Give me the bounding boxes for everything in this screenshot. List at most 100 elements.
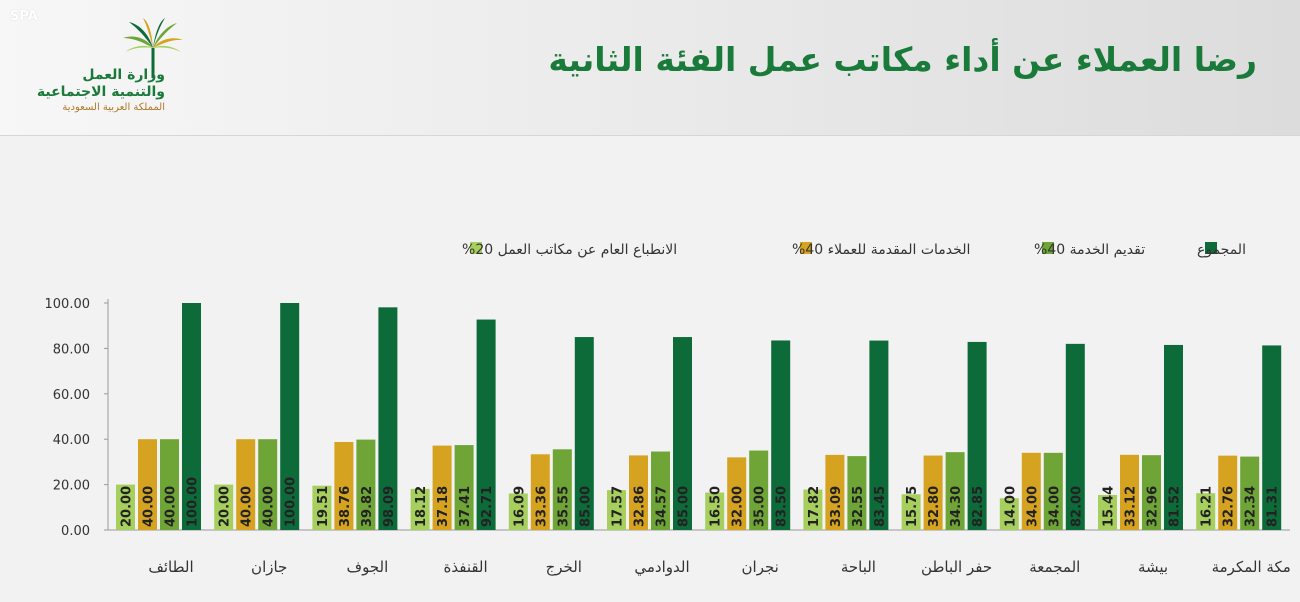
bar-3-5 <box>673 337 692 530</box>
bar-3-9 <box>1065 343 1085 530</box>
bar-value-label-3-5: 85.00 <box>677 486 692 527</box>
bar-value-label-0-6: 16.50 <box>709 486 724 527</box>
bar-value-label-0-4: 16.09 <box>512 486 527 527</box>
bar-value-label-2-9: 34.00 <box>1047 486 1062 527</box>
bar-value-label-2-1: 40.00 <box>262 486 277 527</box>
bar-3-0 <box>182 303 201 530</box>
bar-0-4 <box>508 493 528 530</box>
bar-value-label-2-10: 32.96 <box>1146 486 1161 527</box>
bar-value-label-3-8: 82.85 <box>971 486 986 527</box>
category-label-6: نجران <box>742 558 779 576</box>
bar-value-label-1-0: 40.00 <box>142 486 157 527</box>
bar-value-label-3-7: 83.45 <box>873 486 888 527</box>
legend-swatch-3 <box>1205 242 1217 254</box>
bar-2-0 <box>160 439 179 530</box>
bar-2-3 <box>454 445 474 530</box>
bar-1-0 <box>138 439 157 530</box>
bar-value-label-2-0: 40.00 <box>164 486 179 527</box>
bar-0-8 <box>901 494 921 530</box>
bar-value-label-0-2: 19.51 <box>316 486 331 527</box>
bar-2-7 <box>847 456 867 530</box>
bar-value-label-1-5: 32.86 <box>633 486 648 527</box>
bar-value-label-0-5: 17.57 <box>611 486 626 527</box>
bar-3-8 <box>967 341 987 530</box>
bar-value-label-0-0: 20.00 <box>120 486 135 527</box>
bar-value-label-1-2: 38.76 <box>338 486 353 527</box>
bar-1-1 <box>236 439 256 530</box>
bar-2-9 <box>1043 452 1063 530</box>
y-tick-label-2: 40.00 <box>53 433 90 448</box>
bar-value-label-2-6: 35.00 <box>753 486 768 527</box>
bar-1-2 <box>334 442 354 530</box>
bar-1-3 <box>432 445 452 530</box>
bar-2-2 <box>356 439 376 530</box>
bar-value-label-2-7: 32.55 <box>851 486 866 527</box>
bar-1-8 <box>923 455 943 530</box>
legend-swatch-0 <box>470 242 482 254</box>
bar-2-10 <box>1142 455 1161 530</box>
ministry-name-line2: والتنمية الاجتماعية <box>36 84 165 100</box>
bar-3-3 <box>476 319 496 530</box>
bar-0-3 <box>410 488 430 530</box>
bar-0-5 <box>607 490 626 530</box>
bar-3-11 <box>1262 345 1282 530</box>
legend-swatch-1 <box>800 242 812 254</box>
bar-value-label-3-11: 81.31 <box>1266 486 1281 527</box>
bar-value-label-0-11: 16.21 <box>1200 486 1215 527</box>
category-label-5: الدوادمي <box>634 558 689 577</box>
bar-0-7 <box>803 489 823 530</box>
bar-0-2 <box>312 485 332 530</box>
category-label-4: الخرج <box>546 558 582 577</box>
bar-value-label-3-9: 82.00 <box>1069 486 1084 527</box>
legend-label-3: المجموع <box>1197 242 1246 258</box>
category-label-1: جازان <box>251 558 287 576</box>
bar-value-label-2-3: 37.41 <box>458 486 473 527</box>
category-label-7: الباحة <box>841 558 876 576</box>
bar-value-label-1-9: 34.00 <box>1025 486 1040 527</box>
bar-0-10 <box>1098 494 1117 530</box>
bar-value-label-2-2: 39.82 <box>360 486 375 527</box>
bar-0-0 <box>116 484 135 530</box>
bar-0-11 <box>1196 493 1216 530</box>
bar-value-label-2-11: 32.34 <box>1244 486 1259 527</box>
bar-value-label-1-3: 37.18 <box>436 486 451 527</box>
bar-value-label-3-6: 83.50 <box>775 486 790 527</box>
bar-value-label-1-7: 33.09 <box>829 486 844 527</box>
bar-value-label-1-6: 32.00 <box>731 486 746 527</box>
bar-2-6 <box>749 450 769 530</box>
bar-1-7 <box>825 454 845 530</box>
bar-value-label-2-8: 34.30 <box>949 486 964 527</box>
bar-3-1 <box>280 303 300 530</box>
kingdom-name: المملكة العربية السعودية <box>62 102 165 113</box>
legend-label-0: الانطباع العام عن مكاتب العمل 20% <box>462 242 677 258</box>
bar-value-label-0-1: 20.00 <box>218 486 233 527</box>
bar-value-label-0-9: 14.00 <box>1003 486 1018 527</box>
bar-value-label-3-10: 81.52 <box>1168 486 1183 527</box>
category-label-0: الطائف <box>148 558 193 576</box>
bar-value-label-1-11: 32.76 <box>1222 486 1237 527</box>
bar-3-6 <box>771 340 791 530</box>
agency-watermark: SPA <box>10 9 38 24</box>
bar-2-1 <box>258 439 278 530</box>
bar-3-10 <box>1164 344 1183 530</box>
bar-2-8 <box>945 452 965 530</box>
category-label-8: حفر الباطن <box>921 558 992 576</box>
bar-0-6 <box>705 492 725 530</box>
bar-value-label-3-2: 98.09 <box>382 486 397 527</box>
bar-value-label-1-10: 33.12 <box>1124 486 1139 527</box>
bar-1-4 <box>530 454 550 530</box>
category-label-3: القنفذة <box>444 558 488 576</box>
bar-1-9 <box>1021 452 1041 530</box>
legend-label-1: الخدمات المقدمة للعملاء 40% <box>792 242 970 258</box>
bar-2-5 <box>651 451 670 530</box>
category-label-11: مكة المكرمة <box>1212 558 1291 576</box>
category-label-9: المجمعة <box>1029 558 1080 576</box>
bar-value-label-2-5: 34.57 <box>655 486 670 527</box>
bar-3-4 <box>574 337 594 530</box>
bar-0-9 <box>999 498 1019 530</box>
bar-1-6 <box>727 457 747 530</box>
bar-2-4 <box>552 449 572 530</box>
chart-title: رضا العملاء عن أداء مكاتب عمل الفئة الثا… <box>548 40 1257 79</box>
ministry-name-line1: وزارة العمل <box>82 67 165 83</box>
